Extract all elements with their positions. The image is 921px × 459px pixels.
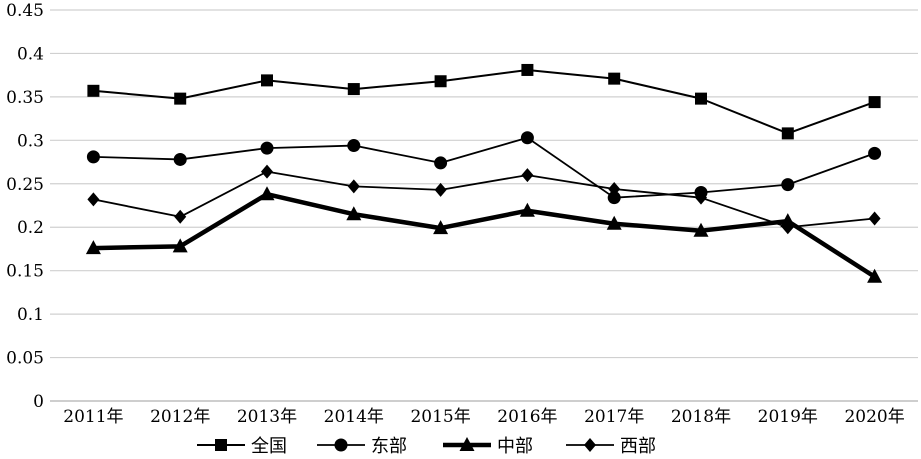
data-point [87, 192, 100, 207]
series-4 [87, 164, 881, 235]
legend-marker [215, 439, 227, 451]
legend-marker [334, 438, 348, 452]
legend-item: 中部 [443, 436, 533, 457]
x-tick-label: 2017年 [584, 407, 644, 427]
legend-label: 全国 [251, 436, 287, 457]
y-tick-label: 0.25 [6, 175, 44, 195]
series-3 [85, 186, 883, 283]
x-tick-label: 2014年 [324, 407, 384, 427]
legend-label: 中部 [497, 436, 533, 457]
y-tick-label: 0.05 [6, 349, 44, 369]
data-point [868, 211, 881, 226]
data-point [608, 72, 621, 85]
legend-label: 西部 [620, 436, 656, 457]
legend-item: 西部 [566, 436, 656, 457]
x-tick-label: 2018年 [671, 407, 731, 427]
series-lines [85, 63, 883, 283]
data-point [87, 84, 100, 97]
data-point [781, 127, 794, 140]
series-line [93, 136, 875, 199]
data-point [85, 240, 101, 255]
data-point [347, 179, 360, 194]
data-point [434, 182, 447, 197]
y-tick-label: 0.15 [6, 262, 44, 282]
y-tick-label: 0 [33, 392, 44, 412]
series-line [93, 170, 875, 229]
x-axis-tick-labels: 2011年 2012年 2013年 2014年 2015年 2016年 2017年 2018年… [63, 407, 904, 427]
data-point [868, 96, 881, 109]
y-tick-label: 0.1 [17, 305, 44, 325]
data-point [259, 186, 275, 201]
y-tick-label: 0.4 [17, 44, 44, 64]
legend-marker [459, 437, 475, 451]
y-tick-label: 0.45 [6, 1, 44, 21]
x-tick-label: 2013年 [237, 407, 297, 427]
data-point [174, 92, 187, 105]
data-point [347, 139, 361, 153]
data-point [521, 168, 534, 183]
data-point [261, 74, 273, 87]
data-point [261, 164, 273, 179]
data-point [520, 131, 534, 145]
data-point [172, 238, 188, 253]
data-point [346, 206, 362, 221]
data-point [606, 215, 622, 230]
data-point [780, 213, 796, 228]
series-1 [87, 63, 881, 140]
data-point [695, 190, 707, 205]
data-point [521, 63, 534, 76]
data-point [86, 150, 100, 164]
y-tick-label: 0.2 [17, 218, 44, 238]
x-tick-label: 2012年 [150, 407, 210, 427]
data-point [867, 268, 883, 283]
data-point [260, 141, 274, 155]
y-tick-label: 0.3 [17, 131, 44, 151]
data-point [434, 75, 447, 88]
data-point [174, 209, 187, 224]
legend-marker [584, 438, 596, 452]
y-axis-tick-labels: 0 0.05 0.1 0.15 0.2 0.25 0.3 0.35 0.4 0.45 [6, 1, 44, 412]
data-point [433, 220, 449, 235]
legend: 全国 东部 中部 西部 [197, 436, 656, 457]
y-tick-label: 0.35 [6, 88, 44, 108]
data-point [173, 152, 187, 166]
gridlines [50, 9, 918, 402]
data-point [608, 181, 621, 196]
data-point [693, 222, 709, 237]
series-line [93, 68, 875, 135]
series-line [93, 191, 876, 279]
x-tick-label: 2016年 [497, 407, 557, 427]
data-point [434, 156, 448, 170]
x-tick-label: 2019年 [758, 407, 818, 427]
data-point [519, 202, 535, 217]
data-point [695, 92, 707, 105]
data-point [781, 178, 795, 192]
x-tick-label: 2011年 [63, 407, 123, 427]
legend-item: 东部 [317, 436, 407, 457]
data-point [607, 191, 621, 205]
data-point [781, 220, 794, 235]
data-point [868, 146, 882, 160]
series-2 [86, 131, 882, 205]
x-tick-label: 2015年 [410, 407, 470, 427]
data-point [347, 83, 360, 96]
legend-label: 东部 [371, 436, 407, 457]
legend-item: 全国 [197, 436, 287, 457]
x-tick-label: 2020年 [844, 407, 904, 427]
